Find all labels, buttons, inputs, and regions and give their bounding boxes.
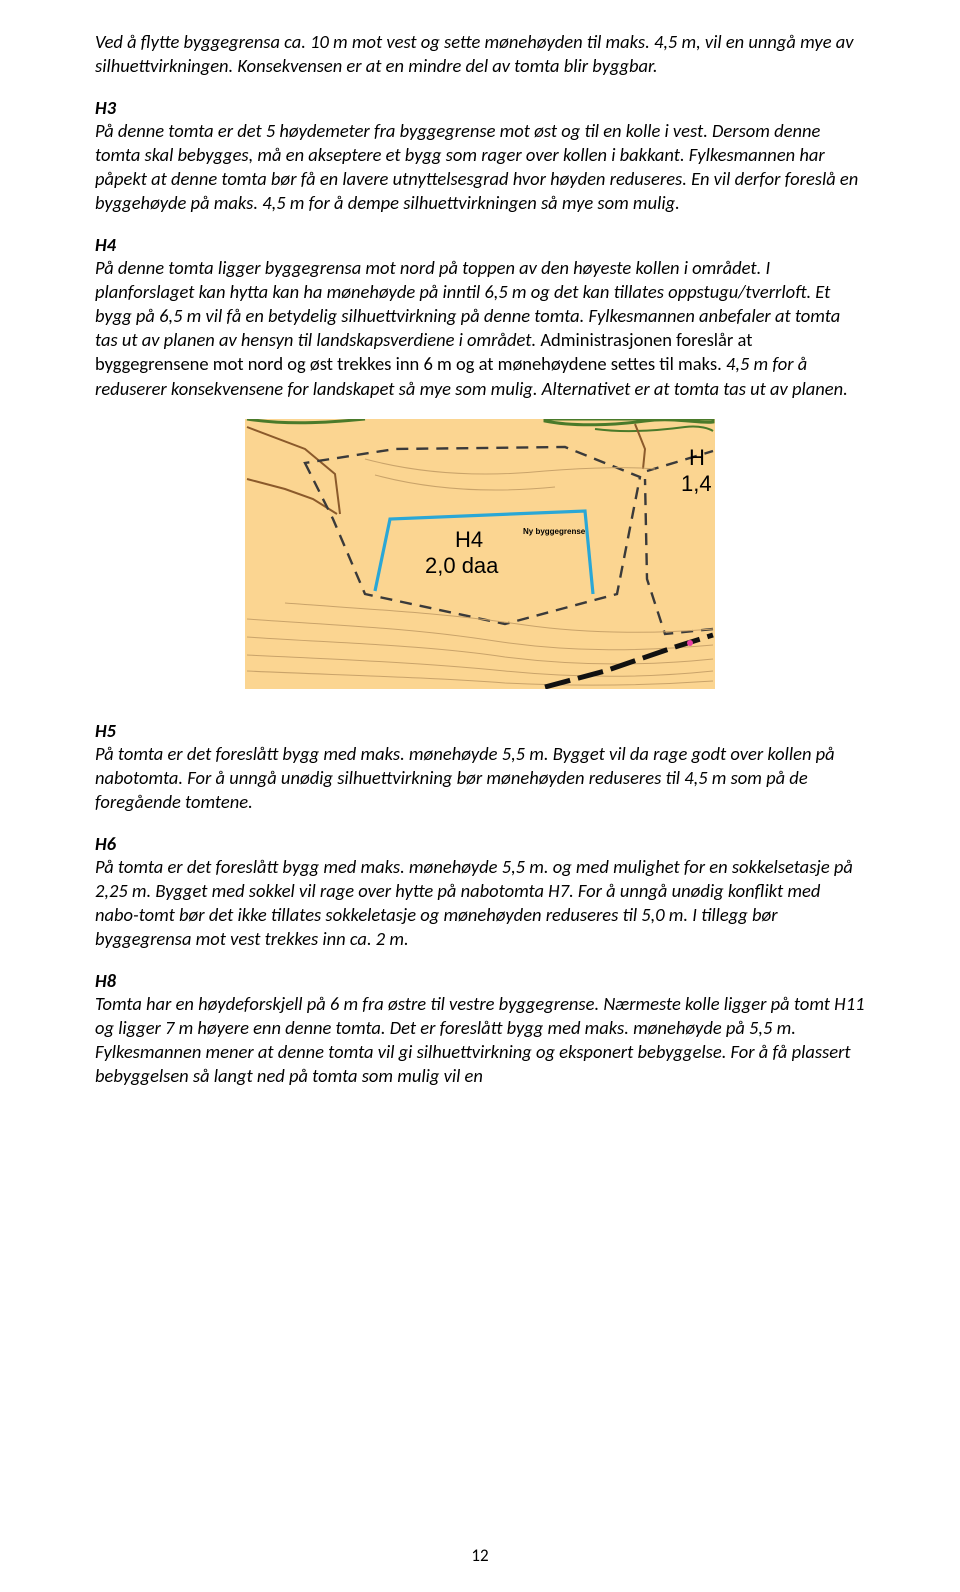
section-h5: H5 På tomta er det foreslått bygg med ma…: [95, 719, 865, 814]
label-h4-area: 2,0 daa: [425, 553, 499, 578]
section-h4: H4 På denne tomta ligger byggegrensa mot…: [95, 233, 865, 400]
section-h3: H3 På denne tomta er det 5 høydemeter fr…: [95, 96, 865, 215]
document-page: Ved å flytte byggegrensa ca. 10 m mot ve…: [0, 0, 960, 1592]
intro-paragraph: Ved å flytte byggegrensa ca. 10 m mot ve…: [95, 30, 865, 78]
map-figure: H4 2,0 daa H 1,4 Ny byggegrense: [95, 419, 865, 689]
label-ny: Ny byggegrense: [523, 527, 586, 536]
page-number: 12: [0, 1545, 960, 1566]
label-h-area: 1,4: [681, 471, 712, 496]
pink-dot: [687, 640, 693, 646]
h5-body: På tomta er det foreslått bygg med maks.…: [95, 742, 835, 813]
h4-heading: H4: [95, 233, 865, 256]
h6-heading: H6: [95, 832, 865, 855]
section-h8: H8 Tomta har en høydeforskjell på 6 m fr…: [95, 969, 865, 1088]
h3-body: På denne tomta er det 5 høydemeter fra b…: [95, 119, 858, 214]
h3-heading: H3: [95, 96, 865, 119]
map-svg: H4 2,0 daa H 1,4 Ny byggegrense: [245, 419, 715, 689]
h8-heading: H8: [95, 969, 865, 992]
h8-body: Tomta har en høydeforskjell på 6 m fra ø…: [95, 992, 864, 1087]
section-h6: H6 På tomta er det foreslått bygg med ma…: [95, 832, 865, 951]
label-h: H: [689, 445, 705, 470]
label-h4: H4: [455, 527, 483, 552]
h5-heading: H5: [95, 719, 865, 742]
h6-body: På tomta er det foreslått bygg med maks.…: [95, 855, 853, 950]
